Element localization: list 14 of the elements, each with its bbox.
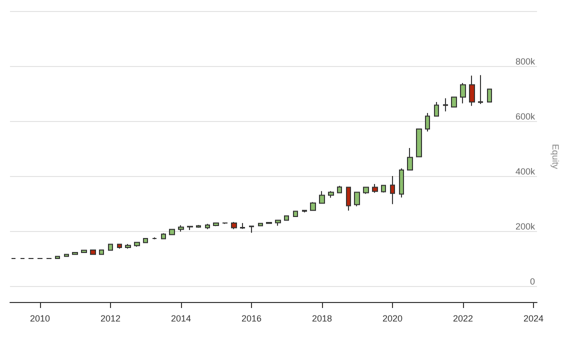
y-tick-label: 400k: [515, 166, 536, 177]
y-axis-title: Equity: [550, 144, 560, 170]
x-tick-label: 2016: [241, 314, 262, 324]
x-tick-label: 2014: [170, 314, 191, 324]
x-tick-label: 2022: [452, 314, 473, 324]
y-tick-label: 600k: [515, 112, 536, 122]
x-tick-label: 2018: [312, 314, 332, 324]
x-tick-label: 2024: [523, 314, 544, 324]
x-tick-label: 2012: [100, 314, 120, 324]
y-tick-label: 800k: [515, 56, 536, 67]
x-tick-label: 2010: [30, 314, 50, 324]
y-tick-label: 0: [530, 276, 535, 287]
y-tick-label: 200k: [515, 222, 536, 232]
x-tick-label: 2020: [382, 314, 402, 324]
